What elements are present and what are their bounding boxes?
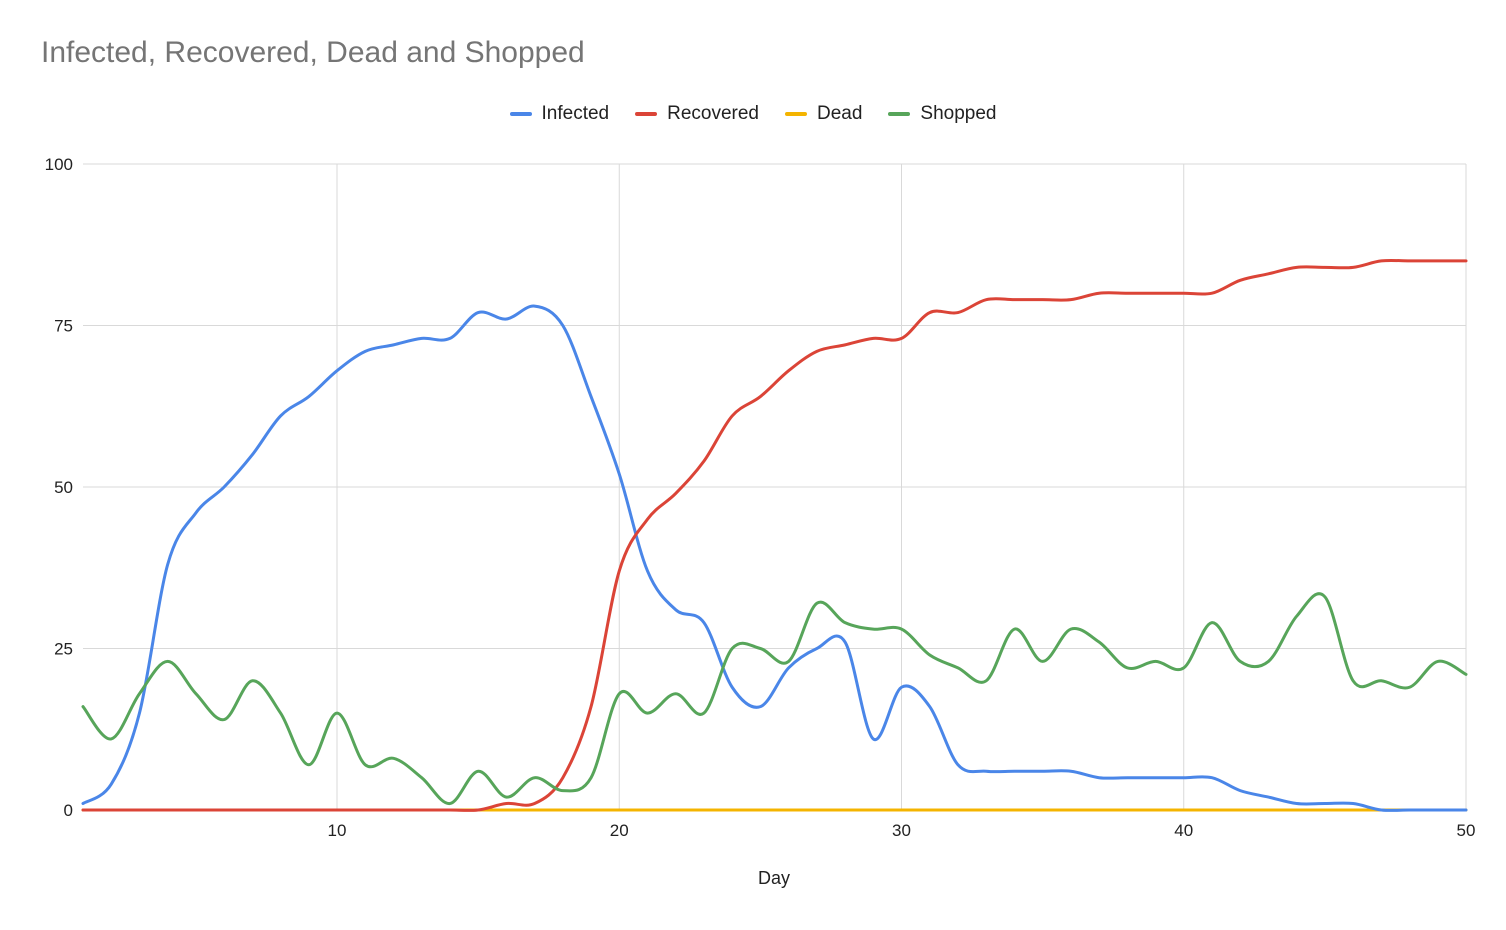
legend: Infected Recovered Dead Shopped (0, 101, 1506, 127)
x-tick-label: 40 (1174, 821, 1193, 840)
legend-swatch-shopped (888, 112, 911, 116)
legend-item-dead: Dead (785, 103, 862, 125)
legend-label-infected: Infected (541, 103, 610, 124)
x-tick-label: 10 (328, 821, 347, 840)
series-line-infected (81, 304, 1468, 812)
legend-item-infected: Infected (509, 103, 610, 125)
series-line-recovered (81, 258, 1468, 812)
y-tick-label: 0 (64, 801, 73, 820)
tick-labels: 0 25 50 75 100 10 20 30 40 50 (45, 155, 1476, 840)
x-tick-label: 50 (1457, 821, 1476, 840)
legend-item-recovered: Recovered (635, 103, 759, 125)
y-tick-label: 75 (54, 317, 73, 336)
y-tick-label: 25 (54, 640, 73, 659)
legend-swatch-dead (785, 112, 807, 116)
legend-swatch-recovered (635, 112, 658, 116)
y-tick-label: 50 (54, 478, 73, 497)
series-lines (81, 258, 1468, 812)
legend-label-shopped: Shopped (920, 103, 997, 124)
legend-label-dead: Dead (817, 103, 863, 124)
y-tick-label: 100 (45, 155, 73, 174)
legend-item-shopped: Shopped (888, 103, 997, 125)
series-line-shopped (81, 592, 1468, 806)
legend-label-recovered: Recovered (667, 103, 759, 124)
chart-title: Infected, Recovered, Dead and Shopped (41, 36, 585, 69)
x-tick-label: 20 (610, 821, 629, 840)
legend-swatch-infected (509, 112, 532, 116)
x-axis-label: Day (758, 868, 790, 888)
x-tick-label: 30 (892, 821, 911, 840)
gridlines (83, 163, 1467, 811)
